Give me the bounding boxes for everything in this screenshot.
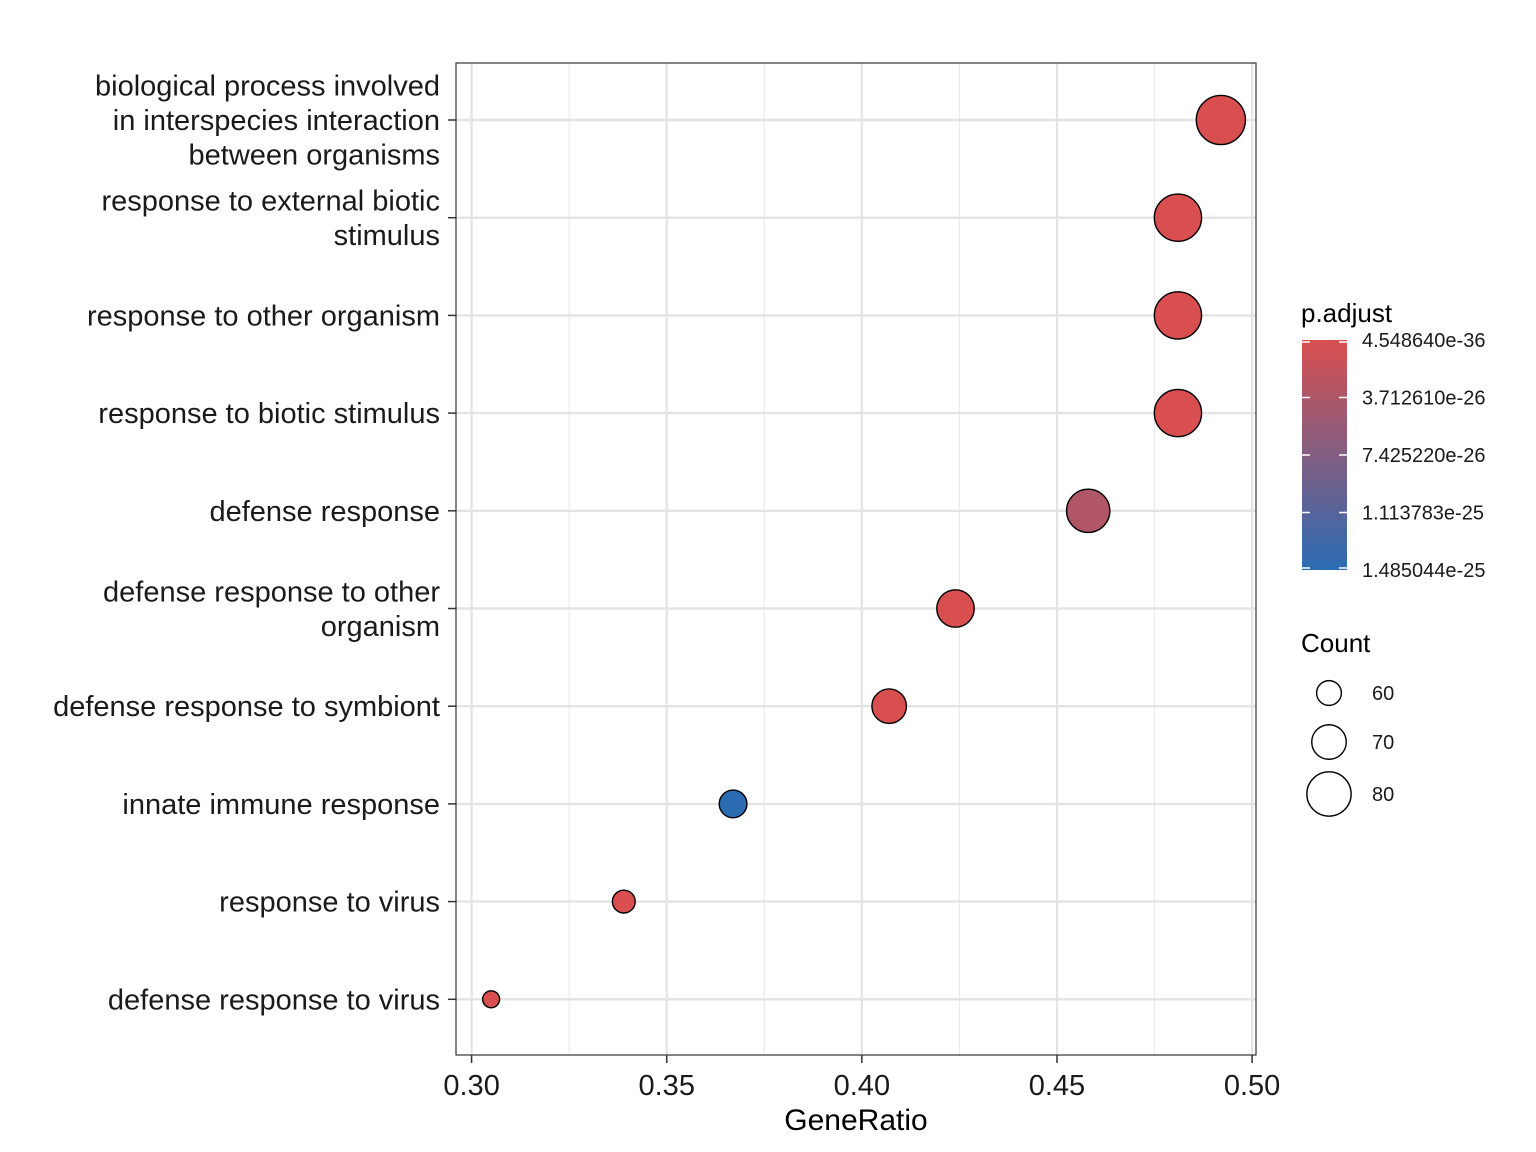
panel-border [455, 62, 1257, 1056]
y-tick-label: response to biotic stimulus [98, 398, 440, 430]
data-point [611, 889, 636, 914]
major-gridlines [456, 63, 1256, 1055]
count-legend-label: 80 [1372, 784, 1394, 806]
y-tick-label: defense response [209, 496, 440, 528]
x-tick-label: 0.35 [639, 1070, 695, 1102]
y-axis: biological process involved in interspeci… [53, 71, 456, 1016]
x-tick-label: 0.30 [443, 1070, 499, 1102]
count-legend-label: 70 [1372, 732, 1394, 754]
data-point [718, 789, 748, 819]
y-tick-label: defense response to symbiont [53, 691, 440, 723]
p-adjust-legend-title: p.adjust [1301, 298, 1393, 328]
x-axis-title: GeneRatio [784, 1104, 927, 1137]
p-adjust-legend-label: 3.712610e-26 [1362, 388, 1485, 410]
data-point [1153, 193, 1203, 243]
minor-gridlines [568, 63, 1156, 1055]
data-point [1195, 94, 1247, 146]
data-point [1153, 291, 1203, 340]
data-point [936, 589, 975, 628]
p-adjust-legend-label: 7.425220e-26 [1362, 445, 1485, 467]
count-legend-key [1311, 724, 1347, 760]
p-adjust-legend-label: 4.548640e-36 [1362, 330, 1485, 352]
y-tick-label: response to external biotic stimulus [101, 185, 440, 252]
count-legend-key [1315, 679, 1343, 707]
y-tick-label: biological process involved in interspeci… [95, 71, 440, 172]
y-tick-label: response to other organism [87, 300, 440, 332]
y-tick-label: defense response to virus [108, 984, 440, 1016]
x-axis: 0.30 0.35 0.40 0.45 0.50 [443, 1055, 1280, 1102]
x-tick-label: 0.50 [1224, 1070, 1280, 1102]
count-legend: Count 60 70 80 [1301, 628, 1394, 817]
data-points [481, 94, 1247, 1009]
p-adjust-legend-label: 1.113783e-25 [1362, 503, 1484, 525]
y-tick-label: innate immune response [122, 789, 440, 821]
p-adjust-legend-label: 1.485044e-25 [1362, 560, 1485, 582]
y-tick-label: response to virus [219, 887, 440, 919]
y-tick-label: defense response to other organism [103, 576, 440, 643]
count-legend-label: 60 [1372, 683, 1394, 705]
data-point [1153, 388, 1203, 438]
x-tick-label: 0.40 [834, 1070, 890, 1102]
data-point [1065, 488, 1111, 534]
data-point [481, 990, 501, 1009]
x-tick-label: 0.45 [1029, 1070, 1085, 1102]
data-point [871, 688, 908, 725]
count-legend-title: Count [1301, 628, 1371, 658]
count-legend-key [1306, 771, 1352, 817]
